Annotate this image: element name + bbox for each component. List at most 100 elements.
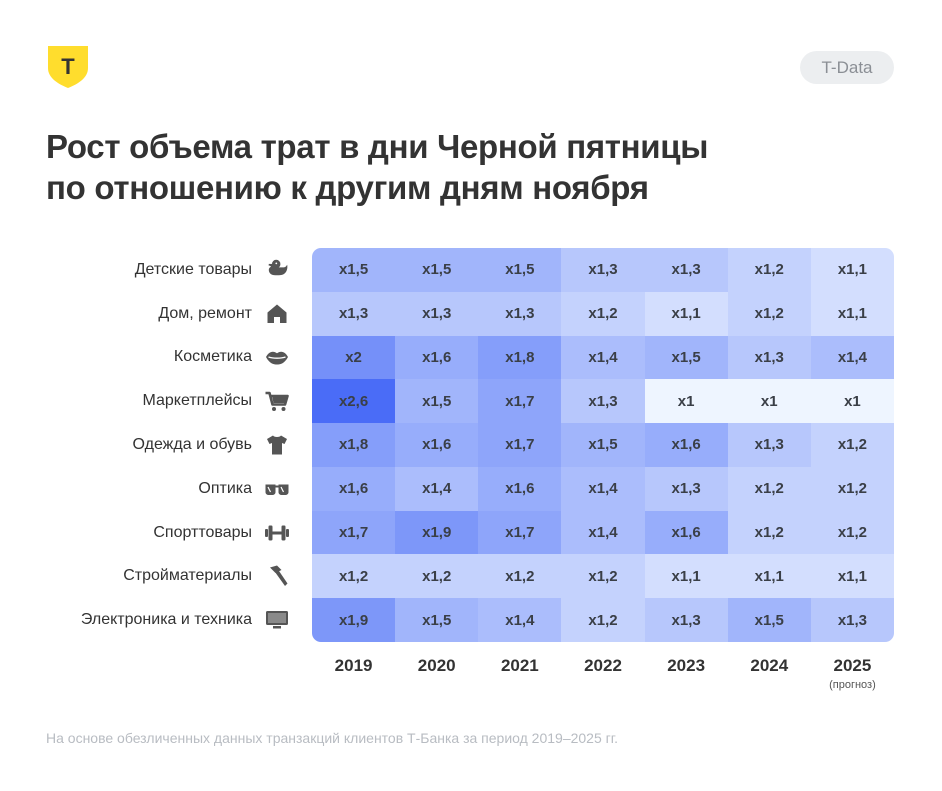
row-label-text: Электроника и техника bbox=[80, 611, 252, 629]
heatmap-cell: x2 bbox=[312, 335, 396, 380]
column-label: 2025 (прогноз) bbox=[811, 656, 894, 691]
heatmap-cell: x1,8 bbox=[478, 335, 562, 380]
heatmap-cell: x1,3 bbox=[727, 423, 811, 467]
heatmap-cell: x1,5 bbox=[644, 335, 728, 380]
heatmap-cell: x1,3 bbox=[644, 466, 728, 511]
heatmap-cell: x1,8 bbox=[312, 423, 396, 467]
row-label: Одежда и обувь bbox=[30, 423, 290, 467]
column-label: 2021 bbox=[478, 656, 561, 691]
heatmap-cell: x1,3 bbox=[810, 598, 894, 642]
heatmap-cell: x1,7 bbox=[478, 379, 562, 424]
heatmap-cell: x1,6 bbox=[312, 466, 396, 511]
column-year: 2019 bbox=[334, 656, 373, 675]
heatmap-cell: x1,2 bbox=[810, 466, 894, 511]
row-label: Дом, ремонт bbox=[30, 292, 290, 336]
heatmap-cell: x1,2 bbox=[478, 554, 562, 599]
heatmap-cell: x1,5 bbox=[395, 598, 479, 642]
row-label: Спорттовары bbox=[30, 511, 290, 555]
column-label: 2023 bbox=[645, 656, 728, 691]
footnote: На основе обезличенных данных транзакций… bbox=[46, 730, 619, 746]
heatmap-cell: x1,3 bbox=[561, 248, 645, 292]
column-label: 2022 bbox=[561, 656, 644, 691]
heatmap-cell: x1,3 bbox=[727, 335, 811, 380]
heatmap-cell: x1,3 bbox=[395, 291, 479, 336]
heatmap-cell: x1,2 bbox=[727, 510, 811, 555]
heatmap-cell: x1,1 bbox=[644, 554, 728, 599]
heatmap-cell: x2,6 bbox=[312, 379, 396, 424]
heatmap-cell: x1,5 bbox=[727, 598, 811, 642]
row-label-text: Одежда и обувь bbox=[132, 435, 252, 453]
column-year: 2025 bbox=[833, 656, 872, 675]
heatmap-cell: x1,2 bbox=[810, 423, 894, 467]
heatmap-cell: x1,1 bbox=[810, 291, 894, 336]
heatmap-cell: x1 bbox=[644, 379, 728, 424]
column-year: 2020 bbox=[417, 656, 456, 675]
heatmap-cell: x1,3 bbox=[561, 379, 645, 424]
heatmap-cell: x1,5 bbox=[478, 248, 562, 292]
column-label: 2020 bbox=[395, 656, 478, 691]
row-label-text: Маркетплейсы bbox=[142, 392, 252, 410]
heatmap-cell: x1,9 bbox=[312, 598, 396, 642]
column-labels: 2019 2020 2021 2022 2023 2024 2025 (прогноз) bbox=[312, 656, 894, 691]
heatmap-cell: x1,1 bbox=[810, 554, 894, 599]
heatmap-cell: x1,2 bbox=[810, 510, 894, 555]
row-label: Детские товары bbox=[30, 248, 290, 292]
hammer-icon bbox=[264, 563, 290, 589]
tbank-logo: Т bbox=[46, 44, 90, 90]
heatmap-cell: x1,4 bbox=[810, 335, 894, 380]
row-labels: Детские товары Дом, ремонт Косметика Маркет… bbox=[30, 248, 290, 642]
column-year: 2022 bbox=[584, 656, 622, 675]
heatmap-cell: x1,2 bbox=[561, 554, 645, 599]
heatmap-cell: x1,2 bbox=[395, 554, 479, 599]
heatmap-grid: x1,5 x1,5 x1,5 x1,3 x1,3 x1,2 x1,1 x1,3 x1,3 x1,3… bbox=[312, 248, 894, 642]
row-label-text: Косметика bbox=[173, 348, 252, 366]
row-label: Маркетплейсы bbox=[30, 379, 290, 423]
row-label-text: Оптика bbox=[198, 479, 252, 497]
heatmap-cell: x1,7 bbox=[478, 423, 562, 467]
heatmap-cell: x1,2 bbox=[561, 291, 645, 336]
lips-icon bbox=[264, 344, 290, 370]
heatmap-cell: x1,2 bbox=[312, 554, 396, 599]
heatmap-cell: x1,6 bbox=[644, 510, 728, 555]
heatmap-cell: x1,3 bbox=[644, 248, 728, 292]
title-line-2: по отношению к другим дням ноября bbox=[46, 169, 649, 206]
heatmap-cell: x1,3 bbox=[644, 598, 728, 642]
column-note: (прогноз) bbox=[829, 679, 876, 691]
heatmap-cell: x1,5 bbox=[312, 248, 396, 292]
heatmap-cell: x1,6 bbox=[478, 466, 562, 511]
column-label: 2024 bbox=[728, 656, 811, 691]
column-year: 2023 bbox=[667, 656, 706, 675]
heatmap-cell: x1,7 bbox=[478, 510, 562, 555]
row-label: Стройматериалы bbox=[30, 554, 290, 598]
column-year: 2024 bbox=[750, 656, 789, 675]
monitor-icon bbox=[264, 607, 290, 633]
heatmap-cell: x1,1 bbox=[644, 291, 728, 336]
row-label-text: Стройматериалы bbox=[123, 567, 252, 585]
chart-title: Рост объема трат в дни Черной пятницы по… bbox=[46, 126, 846, 208]
heatmap-cell: x1,6 bbox=[395, 335, 479, 380]
logo-letter: Т bbox=[61, 54, 75, 79]
row-label: Косметика bbox=[30, 336, 290, 380]
heatmap-cell: x1,7 bbox=[312, 510, 396, 555]
heatmap-cell: x1,5 bbox=[561, 423, 645, 467]
column-label: 2019 bbox=[312, 656, 395, 691]
row-label: Электроника и техника bbox=[30, 598, 290, 642]
duck-icon bbox=[264, 257, 290, 283]
heatmap-cell: x1,4 bbox=[561, 466, 645, 511]
heatmap-cell: x1,2 bbox=[561, 598, 645, 642]
heatmap-cell: x1,4 bbox=[561, 335, 645, 380]
heatmap-cell: x1,5 bbox=[395, 379, 479, 424]
column-year: 2021 bbox=[500, 656, 539, 675]
heatmap-cell: x1,3 bbox=[312, 291, 396, 336]
shield-logo-icon: Т bbox=[48, 46, 88, 88]
source-badge: T-Data bbox=[800, 51, 894, 84]
heatmap-cell: x1,2 bbox=[727, 466, 811, 511]
heatmap-cell: x1,4 bbox=[561, 510, 645, 555]
heatmap-cell: x1,1 bbox=[727, 554, 811, 599]
heatmap-cell: x1,3 bbox=[478, 291, 562, 336]
glasses-icon bbox=[264, 476, 290, 502]
heatmap-cell: x1,1 bbox=[810, 248, 894, 292]
heatmap-cell: x1,2 bbox=[727, 248, 811, 292]
tshirt-icon bbox=[264, 432, 290, 458]
row-label-text: Детские товары bbox=[134, 260, 252, 278]
